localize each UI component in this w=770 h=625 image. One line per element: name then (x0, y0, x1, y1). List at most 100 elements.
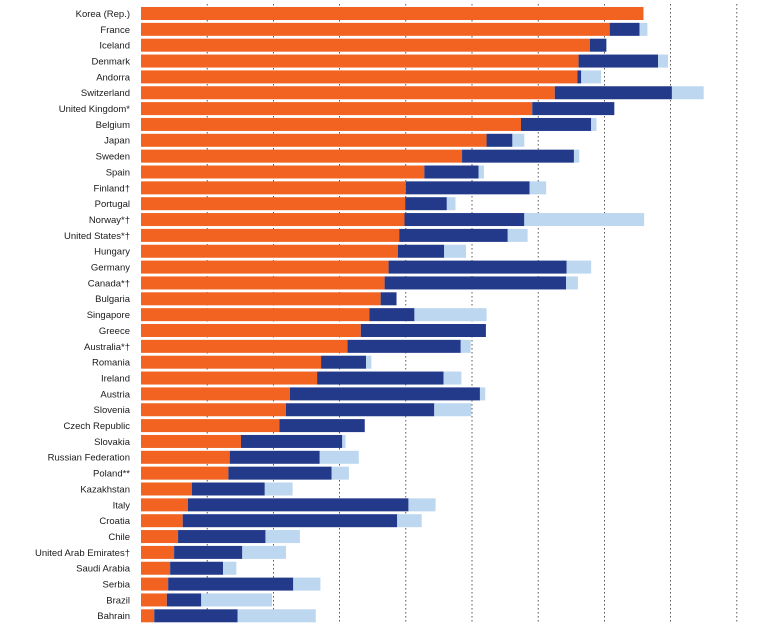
bar-segment-1 (141, 324, 361, 337)
category-label: Canada*† (88, 278, 130, 289)
category-label: Korea (Rep.) (76, 9, 130, 20)
bar-segment-2 (228, 466, 332, 480)
bar-segment-1 (141, 609, 155, 623)
bar-segment-1 (141, 498, 189, 512)
category-label: Denmark (91, 56, 130, 67)
bar-segment-2 (154, 609, 238, 623)
bar-segment-3 (264, 482, 293, 496)
bar-segment-2 (462, 149, 574, 163)
bar-segment-3 (529, 181, 547, 195)
bar-segment-3 (319, 450, 359, 464)
bar-segment-1 (141, 466, 229, 480)
bar-segment-2 (384, 276, 567, 290)
bar-segment-1 (141, 577, 169, 591)
bar-segment-1 (141, 276, 385, 290)
bar-segment-2 (554, 86, 672, 100)
bar-segment-2 (380, 292, 397, 306)
bar-segment-2 (589, 38, 607, 52)
category-label: Chile (108, 532, 130, 543)
bar-segment-2 (532, 102, 615, 116)
category-label: United Arab Emirates† (35, 548, 130, 559)
category-label: Singapore (87, 310, 130, 321)
category-label: Sweden (96, 152, 130, 163)
bar-segment-3 (366, 355, 372, 369)
bar-segment-3 (443, 371, 462, 385)
bar-segment-2 (174, 545, 243, 559)
bar-segment-2 (609, 22, 640, 36)
bar-segment-2 (321, 355, 367, 369)
category-label: Germany (91, 263, 130, 274)
category-label: Bahrain (97, 611, 130, 622)
bar-segment-1 (141, 165, 425, 179)
bar-segment-3 (591, 117, 597, 131)
bar-segment-2 (397, 244, 445, 258)
category-label: Norway*† (89, 215, 130, 226)
category-label: Serbia (103, 580, 131, 591)
bar-segment-1 (141, 54, 579, 68)
bar-segment-3 (408, 498, 436, 512)
bar-segment-2 (188, 498, 409, 512)
bar-segment-1 (141, 530, 179, 544)
bar-segment-3 (524, 213, 645, 227)
bar-segment-1 (141, 419, 280, 433)
bar-segment-2 (405, 181, 530, 195)
bar-segment-2 (289, 387, 480, 401)
bar-segment-2 (170, 561, 224, 575)
bar-segment-2 (399, 228, 508, 242)
category-labels: Korea (Rep.) France Iceland Denmark Andorra S… (35, 9, 131, 622)
bar-segment-1 (141, 545, 175, 559)
category-label: Iceland (99, 41, 130, 52)
bar-segment-3 (581, 70, 602, 84)
bar-segment-2 (424, 165, 479, 179)
category-label: Greece (99, 326, 130, 337)
bar-segment-3 (512, 133, 525, 147)
bar-segment-1 (141, 514, 183, 528)
category-label: Russian Federation (48, 453, 130, 464)
category-label: Spain (106, 167, 130, 178)
category-label: Slovakia (94, 437, 131, 448)
bar-segment-1 (141, 181, 406, 195)
bar-segment-3 (507, 228, 528, 242)
bar-segment-2 (577, 70, 582, 84)
bar-segment-3 (566, 276, 578, 290)
category-label: Bulgaria (95, 294, 131, 305)
bar-segment-1 (141, 102, 533, 116)
bar-segment-1 (141, 308, 370, 322)
bar-segment-1 (141, 149, 463, 163)
bar-segment-1 (141, 387, 290, 401)
category-label: Kazakhstan (80, 484, 130, 495)
bar-segment-1 (141, 339, 348, 353)
category-label: United Kingdom* (59, 104, 131, 115)
bar-segment-1 (141, 593, 167, 607)
bar-segment-2 (347, 339, 461, 353)
bar-segment-1 (141, 70, 578, 84)
bar-segment-3 (639, 22, 648, 36)
category-label: Brazil (106, 595, 130, 606)
bar-segment-3 (446, 197, 456, 211)
bar-segment-1 (141, 7, 644, 20)
category-label: Australia*† (84, 342, 130, 353)
bar-segment-3 (444, 244, 467, 258)
bar-segment-3 (331, 466, 349, 480)
bar-segment-3 (293, 577, 321, 591)
category-label: Slovenia (94, 405, 131, 416)
bar-segment-3 (566, 260, 592, 274)
category-label: Portugal (95, 199, 130, 210)
bar-segment-3 (434, 403, 472, 417)
bar-segment-1 (141, 260, 389, 274)
category-label: Austria (100, 389, 130, 400)
category-label: Italy (113, 500, 131, 511)
bar-segment-1 (141, 86, 555, 100)
bars (141, 7, 704, 623)
bar-segment-3 (658, 54, 668, 68)
category-label: Japan (104, 136, 130, 147)
bar-segment-1 (141, 133, 487, 147)
bar-segment-1 (141, 292, 381, 306)
bar-segment-3 (265, 530, 300, 544)
category-label: Ireland (101, 373, 130, 384)
bar-segment-3 (242, 545, 286, 559)
category-label: Andorra (96, 72, 131, 83)
bar-segment-2 (240, 434, 343, 448)
bar-segment-2 (178, 530, 266, 544)
